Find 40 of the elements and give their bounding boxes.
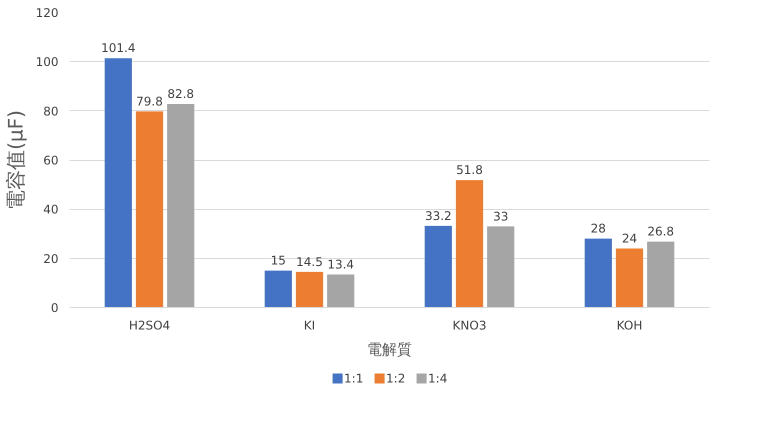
bar [424,226,452,308]
legend-label: 1:4 [428,372,448,386]
bar [296,272,324,308]
y-tick-label: 80 [43,104,59,118]
bar [167,104,194,308]
y-tick-label: 100 [36,55,58,70]
y-tick-label: 40 [43,202,59,217]
bar [136,111,164,308]
data-label: 24 [622,232,638,246]
bar [327,274,354,308]
bar [616,248,644,308]
data-label: 15 [270,254,286,268]
data-label: 101.4 [101,41,136,56]
data-label: 33 [493,209,508,224]
data-label: 82.8 [167,86,194,101]
bar [264,270,292,308]
x-tick-label: KI [304,318,316,332]
data-label: 26.8 [647,224,674,239]
data-label: 79.8 [136,94,163,108]
x-tick-label: KOH [616,318,642,332]
bar [487,226,514,308]
data-label: 51.8 [456,163,483,178]
x-axis-title: 電解質 [367,340,412,358]
data-label: 28 [590,222,606,236]
y-tick-label: 120 [36,6,58,20]
x-tick-label: KNO3 [452,318,486,332]
x-tick-label: H2SO4 [128,318,170,332]
bar [456,180,484,308]
y-axis-title: 電容值(μF) [4,110,28,210]
data-label: 33.2 [424,208,452,223]
data-label: 13.4 [327,258,354,272]
legend-label: 1:1 [344,372,364,386]
bar [584,238,612,308]
bar [647,242,674,308]
data-label: 14.5 [296,254,323,269]
y-tick-label: 60 [43,154,59,168]
bar [104,58,132,308]
y-tick-label: 0 [50,301,59,315]
y-tick-label: 20 [43,252,59,266]
legend-label: 1:2 [386,372,406,386]
